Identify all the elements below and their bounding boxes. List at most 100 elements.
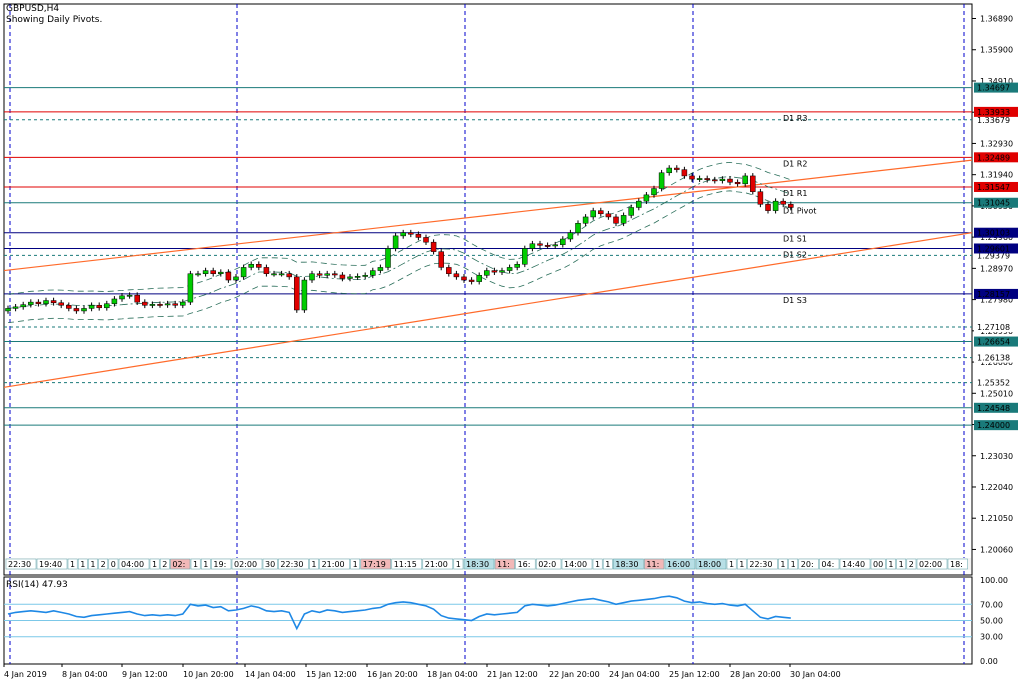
- time-tick-label: 10 Jan 20:00: [183, 670, 234, 679]
- pivot-price-bg: [974, 106, 1018, 117]
- time-strip-box: [149, 558, 160, 570]
- candles: [5, 165, 794, 314]
- time-tick-label: 24 Jan 04:00: [609, 670, 660, 679]
- candle-body: [484, 270, 490, 276]
- time-strip-label: 14:40: [842, 560, 865, 569]
- time-strip-label: 1: [80, 560, 85, 569]
- candle-body: [788, 204, 794, 208]
- candle-body: [385, 248, 391, 268]
- time-strip-box: [870, 558, 886, 570]
- price-tick-label: 1.21050: [980, 514, 1013, 523]
- candle-body: [666, 167, 672, 174]
- time-strip-box: [360, 558, 392, 570]
- candle-body: [164, 303, 171, 306]
- candle-body: [537, 243, 543, 246]
- candle-body: [111, 298, 118, 304]
- candle-body: [210, 270, 216, 274]
- time-strip-box: [453, 558, 464, 570]
- candle-body: [172, 303, 178, 306]
- channel-line-0: [3, 159, 973, 272]
- price-tick-label: 1.20060: [980, 545, 1013, 554]
- candle-body: [423, 237, 429, 243]
- price-tick-label: 1.25010: [980, 389, 1013, 398]
- candle-body: [696, 178, 703, 180]
- time-strip-box: [819, 558, 840, 570]
- time-strip-label: 2: [909, 560, 914, 569]
- candle-body: [240, 267, 247, 278]
- candle-body: [468, 279, 475, 282]
- candle-body: [438, 251, 444, 268]
- time-strip-label: 1: [605, 560, 610, 569]
- rsi-tick-label: 100.00: [980, 576, 1008, 585]
- candle-body: [278, 273, 285, 276]
- pivot-price: 1.29601: [977, 244, 1010, 253]
- time-strip-label: 18:30: [615, 560, 638, 569]
- price-tick-label: 1.31940: [980, 171, 1013, 180]
- time-strip-label: 02:00: [919, 560, 942, 569]
- time-strip-box: [561, 558, 593, 570]
- candle-body: [88, 305, 95, 309]
- time-strip-box: [896, 558, 907, 570]
- time-tick-label: 15 Jan 12:00: [306, 670, 357, 679]
- candle-body: [522, 248, 528, 265]
- time-strip-label: 19:40: [39, 560, 62, 569]
- level-label-bg: [974, 114, 1018, 125]
- time-strip-label: 18:30: [466, 560, 489, 569]
- rsi-tick-label: 30.00: [980, 633, 1003, 642]
- time-strip-box: [77, 558, 88, 570]
- candle-body: [514, 264, 520, 268]
- time-strip-label: 02:: [172, 560, 185, 569]
- price-tick-label: 1.23030: [980, 452, 1013, 461]
- trend-channel: [3, 159, 973, 388]
- price-tick-label: 1.34910: [980, 77, 1013, 86]
- time-strip-box: [391, 558, 423, 570]
- time-strip-box: [463, 558, 495, 570]
- candle-body: [81, 308, 87, 312]
- time-strip-label: 11:: [646, 560, 659, 569]
- time-strip-box: [118, 558, 150, 570]
- time-strip-label: 0: [111, 560, 116, 569]
- level-label: 1.24000: [977, 421, 1010, 430]
- candle-body: [590, 210, 596, 218]
- time-tick-label: 30 Jan 04:00: [790, 670, 841, 679]
- time-strip-box: [98, 558, 109, 570]
- time-strip-label: 02:0: [538, 560, 556, 569]
- time-strip-label: 04:: [821, 560, 834, 569]
- candle-body: [12, 306, 19, 309]
- level-label-bg: [974, 352, 1018, 363]
- rsi-tick-label: 0.00: [980, 657, 998, 666]
- pivot-price-bg: [974, 227, 1018, 238]
- candle-body: [256, 264, 262, 268]
- time-strip-label: 16:00: [667, 560, 690, 569]
- time-strip-label: 21:00: [425, 560, 448, 569]
- candle-body: [400, 232, 406, 237]
- candle-body: [20, 304, 26, 308]
- envelope-band-0: [7, 176, 791, 309]
- candle-body: [248, 264, 254, 268]
- time-strip-box: [309, 558, 319, 570]
- candle-body: [620, 215, 627, 224]
- pivot-label: D1 S2: [783, 250, 807, 259]
- time-strip-box: [262, 558, 278, 570]
- level-label-bg: [974, 420, 1018, 431]
- candle-body: [689, 175, 695, 180]
- level-label: 1.29379: [977, 251, 1010, 260]
- candle-body: [582, 216, 589, 224]
- pivot-label: D1 Pivot: [783, 206, 816, 215]
- candle-body: [712, 179, 718, 182]
- time-strip-box: [798, 558, 819, 570]
- time-tick-label: 9 Jan 12:00: [122, 670, 168, 679]
- candle-body: [218, 271, 224, 274]
- time-strip-label: 04:00: [121, 560, 144, 569]
- time-strip-box: [778, 558, 788, 570]
- time-strip-label: 11:15: [394, 560, 417, 569]
- time-strip: 22:30 19:40 1 1 1 2 0 04:00 1 2 02: 1 1 19: 02:00 30 22:…: [5, 558, 971, 570]
- candle-body: [628, 207, 634, 216]
- level-label-bg: [974, 82, 1018, 93]
- candle-body: [180, 301, 186, 306]
- horizontal-levels: [4, 87, 972, 426]
- candle-body: [636, 200, 642, 208]
- time-strip-label: 00: [873, 560, 883, 569]
- time-strip-box: [644, 558, 665, 570]
- time-strip-box: [886, 558, 896, 570]
